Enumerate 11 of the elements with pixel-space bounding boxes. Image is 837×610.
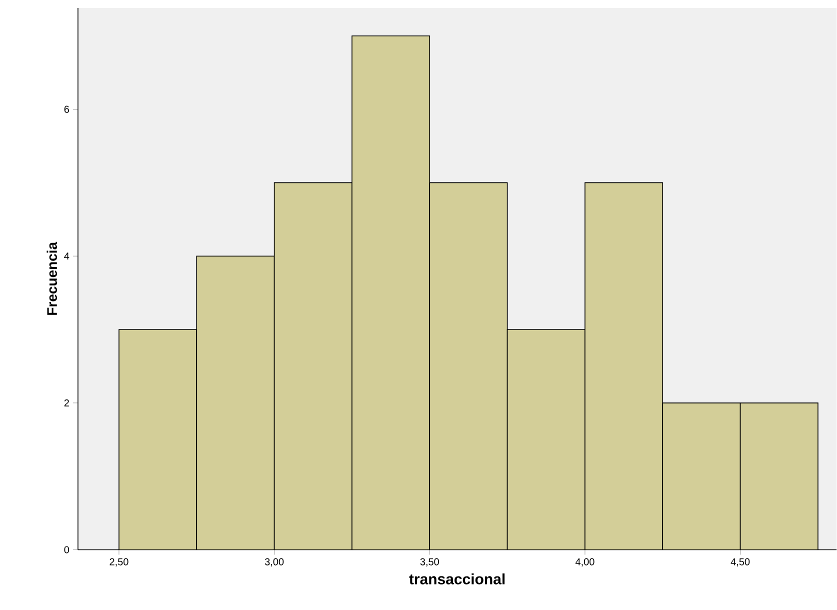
y-tick-label: 4 bbox=[64, 252, 70, 260]
y-tick-label: 2 bbox=[64, 400, 69, 407]
x-axis-title: transaccional bbox=[409, 574, 505, 585]
y-axis-title: Frecuencia bbox=[46, 242, 58, 316]
y-tick-label: 6 bbox=[64, 106, 70, 113]
x-tick-label: 4,50 bbox=[730, 558, 750, 567]
x-tick-label: 3,50 bbox=[420, 558, 439, 567]
y-tick-label: 0 bbox=[64, 546, 70, 554]
x-tick-label: 4,00 bbox=[575, 558, 594, 567]
x-tick-label: 2,50 bbox=[110, 558, 128, 567]
x-tick-label: 3,00 bbox=[264, 558, 284, 567]
